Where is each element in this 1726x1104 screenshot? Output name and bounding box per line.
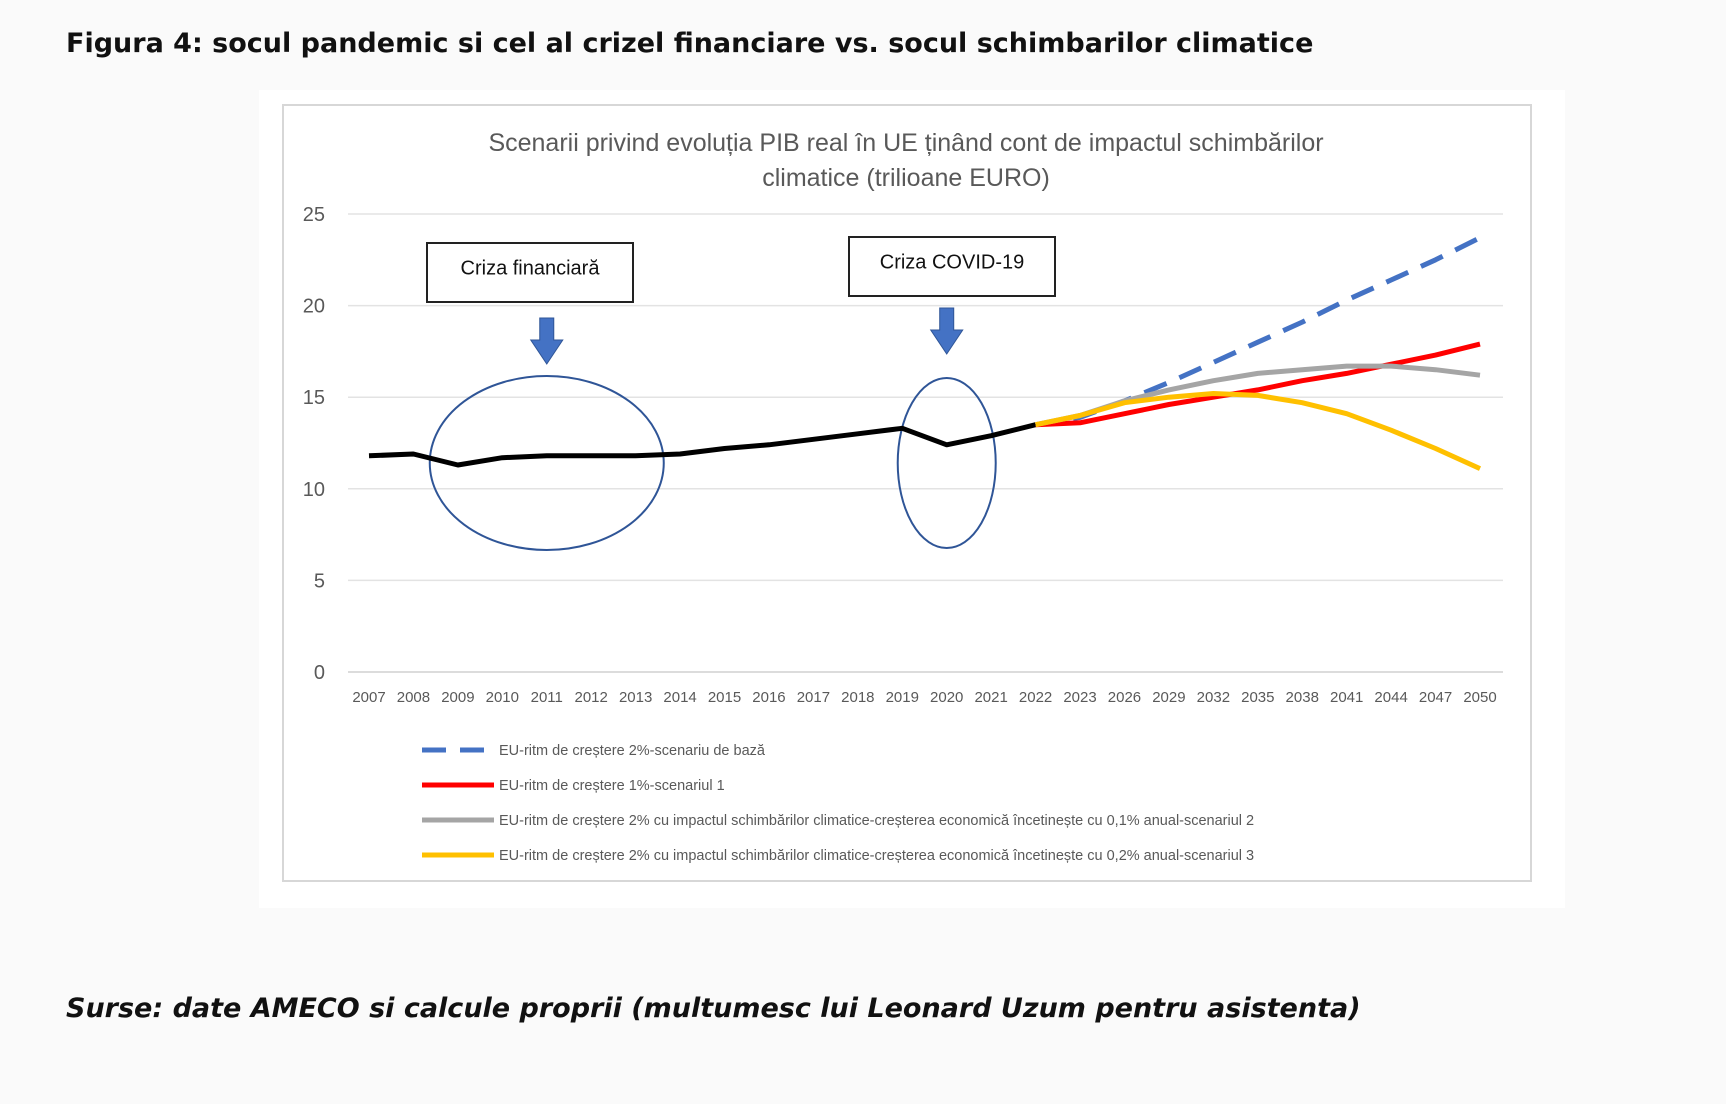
x-tick-label: 2020 bbox=[930, 689, 963, 706]
y-tick-label: 0 bbox=[314, 662, 325, 684]
x-tick-label: 2032 bbox=[1197, 689, 1230, 706]
series-line-2 bbox=[1035, 341, 1481, 428]
gridlines bbox=[348, 213, 1503, 673]
series-lines bbox=[368, 235, 1482, 471]
x-tick-label: 2018 bbox=[841, 689, 874, 706]
down-arrow-icon bbox=[529, 317, 564, 365]
x-tick-label: 2011 bbox=[531, 689, 563, 706]
y-tick-label: 20 bbox=[303, 296, 325, 318]
x-tick-label: 2022 bbox=[1019, 689, 1052, 706]
chart-border bbox=[282, 104, 1532, 882]
annotation-ellipse bbox=[428, 375, 665, 551]
annotation-box bbox=[426, 242, 634, 303]
x-tick-label: 2019 bbox=[886, 689, 919, 706]
x-tick-label: 2010 bbox=[486, 689, 519, 706]
legend-label: EU-ritm de creștere 2% cu impactul schim… bbox=[499, 813, 1254, 829]
annotation-label: Criza financiară bbox=[461, 258, 601, 280]
x-tick-label: 2044 bbox=[1374, 689, 1407, 706]
annotation-label: Criza COVID-19 bbox=[880, 252, 1024, 274]
legend: EU-ritm de creștere 2%-scenariu de bază E… bbox=[422, 743, 1254, 864]
x-tick-label: 2013 bbox=[619, 689, 652, 706]
chart-title-line: climatice (trilioane EURO) bbox=[762, 164, 1050, 192]
x-tick-label: 2050 bbox=[1463, 689, 1496, 706]
y-tick-label: 25 bbox=[303, 204, 325, 226]
legend-label: EU-ritm de creștere 2%-scenariu de bază bbox=[499, 743, 766, 759]
x-tick-label: 2041 bbox=[1330, 689, 1363, 706]
x-tick-label: 2016 bbox=[752, 689, 785, 706]
x-tick-label: 2029 bbox=[1152, 689, 1185, 706]
figure-source: Surse: date AMECO si calcule proprii (mu… bbox=[66, 993, 1361, 1024]
x-tick-label: 2014 bbox=[663, 689, 696, 706]
x-tick-label: 2017 bbox=[797, 689, 830, 706]
chart-title: Scenarii privind evoluția PIB real în UE… bbox=[488, 129, 1323, 192]
x-tick-label: 2015 bbox=[708, 689, 741, 706]
y-tick-label: 10 bbox=[303, 479, 325, 501]
chart-title-line: Scenarii privind evoluția PIB real în UE… bbox=[488, 129, 1323, 157]
x-tick-label: 2038 bbox=[1286, 689, 1319, 706]
y-tick-label: 15 bbox=[303, 387, 325, 409]
legend-label: EU-ritm de creștere 1%-scenariul 1 bbox=[499, 778, 725, 794]
figure-title: Figura 4: socul pandemic si cel al crize… bbox=[66, 28, 1314, 59]
annotation-ellipse bbox=[896, 377, 997, 549]
annotation-box bbox=[848, 236, 1056, 297]
x-tick-label: 2035 bbox=[1241, 689, 1274, 706]
x-tick-label: 2047 bbox=[1419, 689, 1452, 706]
annotations: Criza financiară Criza COVID-19 bbox=[426, 236, 1056, 551]
x-tick-label: 2021 bbox=[974, 689, 1007, 706]
series-line-0 bbox=[368, 422, 1037, 468]
x-tick-label: 2026 bbox=[1108, 689, 1141, 706]
y-tick-label: 5 bbox=[314, 570, 325, 592]
x-tick-label: 2008 bbox=[397, 689, 430, 706]
chart-panel bbox=[259, 90, 1565, 908]
x-tick-label: 2007 bbox=[352, 689, 385, 706]
legend-label: EU-ritm de creștere 2% cu impactul schim… bbox=[499, 848, 1254, 864]
x-tick-label: 2009 bbox=[441, 689, 474, 706]
series-line-4 bbox=[1035, 391, 1482, 471]
x-tick-label: 2023 bbox=[1063, 689, 1096, 706]
tick-labels: 0 5 10 15 20 25 2007 2008 2009 2010 2011 2012 2013 20… bbox=[303, 204, 1497, 706]
down-arrow-icon bbox=[929, 307, 964, 355]
x-tick-label: 2012 bbox=[575, 689, 608, 706]
